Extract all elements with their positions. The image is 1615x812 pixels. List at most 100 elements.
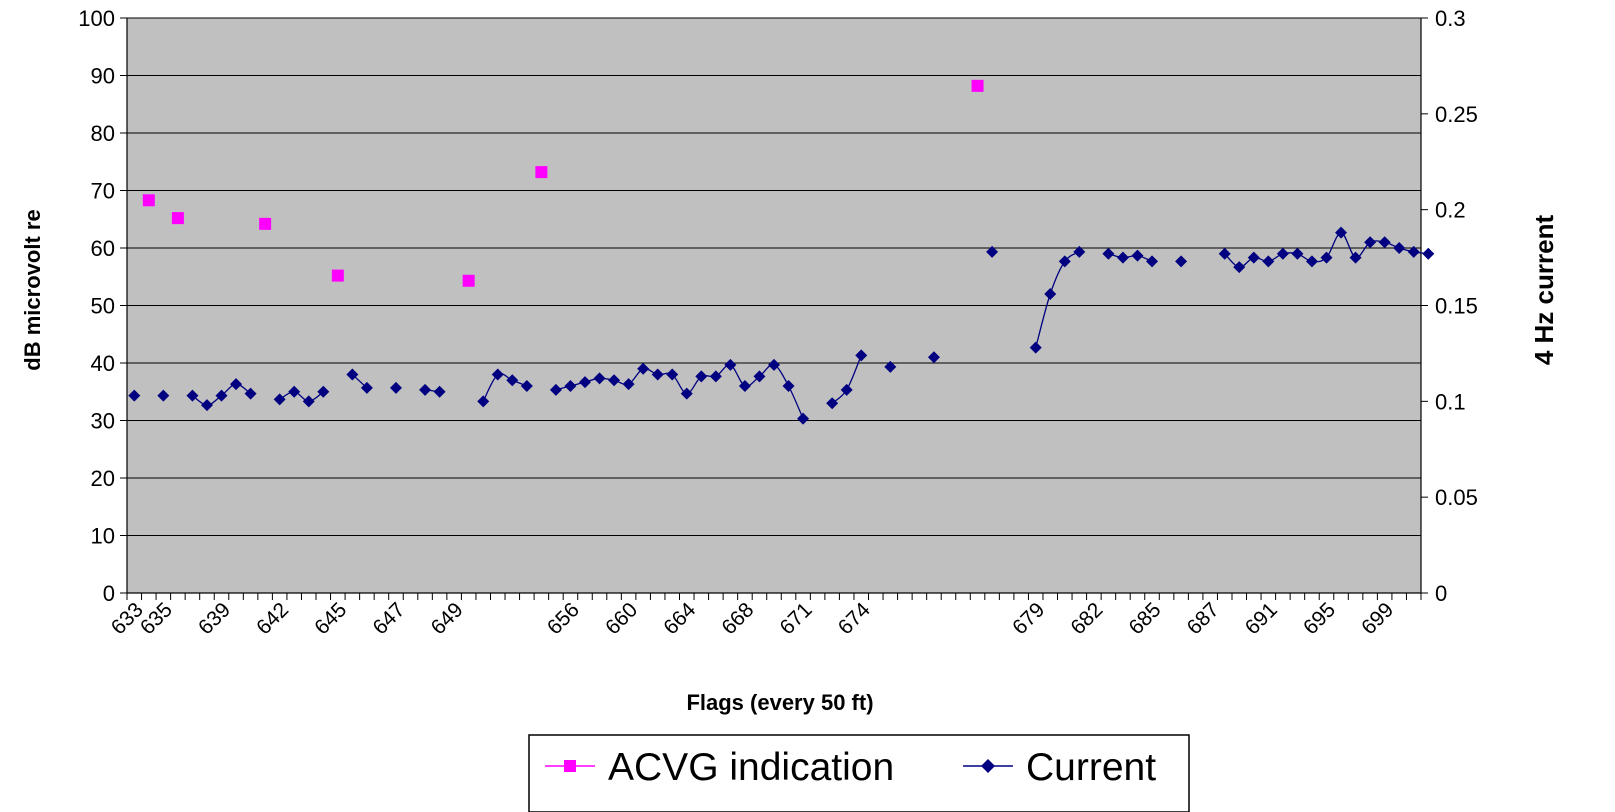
- left-tick-label: 50: [91, 294, 115, 319]
- data-point: [608, 374, 621, 387]
- data-point: [1218, 247, 1231, 260]
- right-tick-label: 0.05: [1435, 485, 1478, 510]
- data-point: [564, 380, 577, 392]
- data-point: [709, 370, 722, 383]
- data-point: [433, 385, 446, 398]
- left-tick-label: 10: [91, 524, 115, 549]
- left-tick-label: 40: [91, 351, 115, 376]
- data-point: [1378, 236, 1391, 249]
- right-tick-label: 0.1: [1435, 389, 1466, 414]
- data-point: [302, 395, 315, 408]
- data-point: [971, 79, 984, 92]
- x-tick-label: 682: [1066, 598, 1107, 639]
- legend-item-current: Current: [963, 746, 1156, 789]
- data-point: [593, 372, 606, 385]
- x-tick-label: 695: [1299, 598, 1340, 639]
- data-point: [651, 368, 664, 381]
- right-tick-label: 0.15: [1435, 294, 1478, 319]
- data-point: [1247, 251, 1260, 264]
- x-tick-label: 671: [776, 598, 817, 639]
- data-point: [666, 368, 679, 381]
- data-point: [1175, 255, 1188, 268]
- legend-current-marker: [981, 759, 995, 773]
- series-current: [128, 226, 1435, 425]
- data-point: [840, 383, 853, 396]
- x-tick-label: 656: [543, 598, 584, 639]
- series-line: [482, 372, 528, 402]
- x-tick-label: 699: [1357, 598, 1398, 639]
- legend-acvg-marker: [564, 760, 576, 772]
- right-y-axis: 0 0.05 0.1 0.15 0.2 0.25 0.3: [1420, 6, 1478, 606]
- data-point: [1393, 242, 1406, 254]
- left-tick-label: 60: [91, 236, 115, 261]
- data-point: [477, 395, 490, 408]
- x-tick-label: 687: [1183, 598, 1224, 639]
- right-tick-label: 0: [1435, 581, 1447, 606]
- data-point: [331, 269, 344, 282]
- data-point: [637, 362, 650, 375]
- x-tick-label: 679: [1008, 598, 1049, 639]
- series-line: [1035, 251, 1080, 348]
- data-point: [419, 383, 432, 396]
- data-point: [1422, 247, 1435, 260]
- data-point: [1276, 247, 1289, 260]
- x-tick-label: 639: [194, 598, 235, 639]
- series-acvg-indication: [142, 79, 984, 287]
- data-point: [273, 393, 286, 406]
- data-point: [622, 378, 635, 391]
- data-point: [1102, 247, 1115, 260]
- x-tick-label: 691: [1241, 598, 1282, 639]
- data-point: [346, 368, 359, 381]
- data-point: [506, 374, 519, 387]
- data-point: [491, 368, 504, 381]
- data-point: [578, 376, 591, 389]
- data-point: [317, 385, 330, 398]
- left-y-axis-title: dB microvolt re: [20, 209, 45, 370]
- data-point: [142, 194, 155, 207]
- x-axis-title: Flags (every 50 ft): [686, 690, 873, 715]
- data-point: [259, 217, 272, 230]
- left-tick-label: 80: [91, 121, 115, 146]
- data-point: [884, 360, 897, 373]
- x-tick-label: 660: [601, 598, 642, 639]
- x-tick-label: 642: [252, 598, 293, 639]
- data-point: [1305, 255, 1318, 268]
- data-point: [986, 245, 999, 258]
- left-tick-label: 100: [78, 6, 115, 31]
- data-point: [1320, 251, 1333, 264]
- data-point: [215, 389, 228, 402]
- left-tick-label: 20: [91, 466, 115, 491]
- right-tick-label: 0.3: [1435, 6, 1466, 31]
- right-y-axis-title: 4 Hz current: [1529, 215, 1559, 366]
- data-point: [855, 349, 868, 362]
- left-tick-label: 30: [91, 409, 115, 434]
- legend-item-acvg: ACVG indication: [545, 746, 894, 789]
- x-tick-label: 668: [717, 598, 758, 639]
- data-point: [1146, 255, 1159, 268]
- left-tick-label: 70: [91, 179, 115, 204]
- data-point: [128, 389, 141, 402]
- data-point: [171, 212, 184, 225]
- data-point: [782, 380, 795, 392]
- data-point: [244, 387, 257, 400]
- data-point: [1291, 247, 1304, 260]
- left-tick-label: 0: [103, 581, 115, 606]
- data-point: [1262, 255, 1275, 268]
- data-point: [1073, 245, 1086, 258]
- data-point: [1029, 341, 1042, 354]
- data-point: [680, 387, 693, 400]
- series-line: [279, 391, 324, 402]
- data-point: [1407, 245, 1420, 258]
- left-y-axis: 0 10 20 30 40 50 60 70 80 90 100: [78, 6, 128, 606]
- x-tick-label: 649: [427, 598, 468, 639]
- legend: ACVG indication Current: [528, 734, 1190, 812]
- data-point: [1058, 255, 1071, 268]
- data-point: [186, 389, 199, 402]
- x-tick-label: 635: [136, 598, 177, 639]
- data-point: [157, 389, 170, 402]
- data-point: [927, 351, 940, 364]
- data-point: [1349, 251, 1362, 264]
- x-tick-label: 647: [368, 598, 409, 639]
- data-point: [230, 378, 243, 391]
- right-tick-label: 0.25: [1435, 102, 1478, 127]
